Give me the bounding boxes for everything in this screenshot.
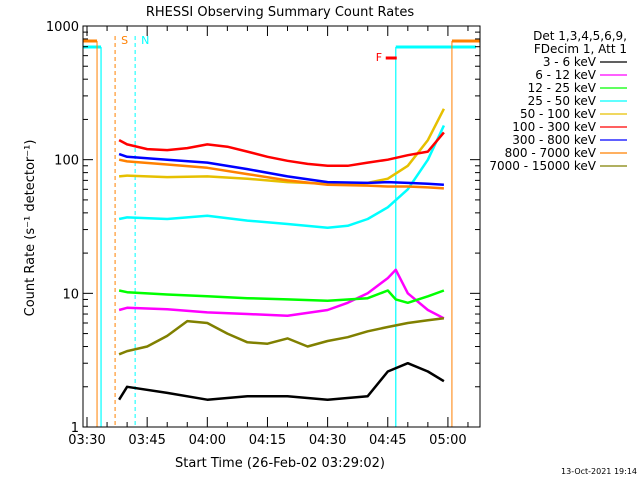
legend-label: 800 - 7000 keV xyxy=(505,146,597,160)
legend-header-line: FDecim 1, Att 1 xyxy=(534,42,627,56)
series-line-8 xyxy=(118,158,444,190)
y-axis-label: Count Rate (s⁻¹ detector⁻¹) xyxy=(23,140,38,317)
x-tick-label: 04:45 xyxy=(369,433,406,448)
y-tick-label: 100 xyxy=(54,154,79,169)
series-line-9 xyxy=(118,317,445,356)
series-line-7 xyxy=(118,152,444,186)
series-line-3 xyxy=(118,289,445,305)
series-line-4 xyxy=(118,124,446,229)
plot-frame xyxy=(82,25,481,428)
y-tick-label: 1 xyxy=(71,421,79,436)
legend-label: 6 - 12 keV xyxy=(535,68,597,82)
series-line-6 xyxy=(118,131,445,168)
x-tick-label: 05:00 xyxy=(429,433,466,448)
x-tick-label: 04:00 xyxy=(189,433,226,448)
legend-label: 300 - 800 keV xyxy=(512,133,596,147)
x-axis-label: Start Time (26-Feb-02 03:29:02) xyxy=(175,456,385,471)
footer-timestamp: 13-Oct-2021 19:14 xyxy=(561,467,637,476)
legend-label: 100 - 300 keV xyxy=(512,120,596,134)
marker-label-n: N xyxy=(141,34,149,47)
legend-label: 25 - 50 keV xyxy=(528,94,597,108)
y-tick-label: 10 xyxy=(62,287,79,302)
y-tick-label: 1000 xyxy=(46,20,79,35)
legend-label: 3 - 6 keV xyxy=(543,55,597,69)
chart-title: RHESSI Observing Summary Count Rates xyxy=(146,5,415,20)
x-tick-label: 04:30 xyxy=(309,433,346,448)
series-line-1 xyxy=(118,361,445,401)
marker-label-f: F xyxy=(376,51,382,64)
legend-label: 7000 - 15000 keV xyxy=(489,159,596,173)
marker-label-s: S xyxy=(121,34,128,47)
plot-area: S N F 1 10 100 1000 03:30 03:45 04:00 04:15 04:30 04… xyxy=(46,20,481,448)
series-line-2 xyxy=(118,268,445,320)
x-tick-label: 03:30 xyxy=(68,433,105,448)
legend-label: 50 - 100 keV xyxy=(520,107,597,121)
legend: Det 1,3,4,5,6,9,FDecim 1, Att 13 - 6 keV… xyxy=(489,29,627,173)
x-tick-label: 04:15 xyxy=(249,433,286,448)
legend-header-line: Det 1,3,4,5,6,9, xyxy=(533,29,627,43)
legend-label: 12 - 25 keV xyxy=(528,81,597,95)
x-tick-label: 03:45 xyxy=(128,433,165,448)
